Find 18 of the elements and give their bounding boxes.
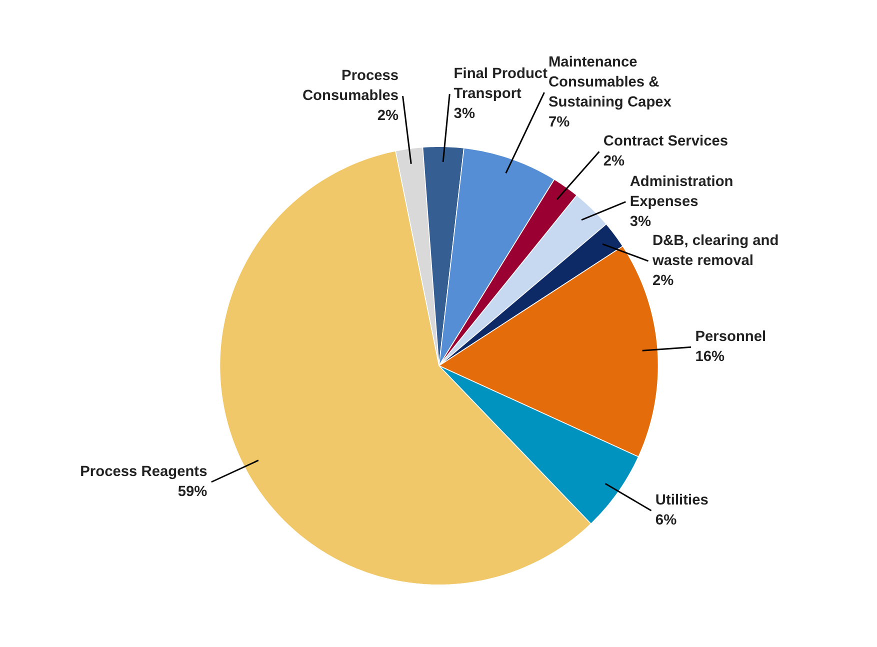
slice-label: Maintenance Consumables & Sustaining Capex (548, 54, 672, 110)
data-label: 6% (655, 512, 677, 529)
slice-label: Administration Expenses (630, 174, 734, 210)
slice-label: Final Product Transport (454, 66, 548, 102)
data-label: 7% (548, 114, 570, 130)
slice-label: Contract Services (603, 134, 728, 150)
slice-label: Process Consumables (302, 68, 399, 104)
data-label: 2% (377, 108, 399, 124)
data-label: 59% (178, 484, 208, 500)
slice-label: Personnel (695, 329, 766, 346)
slice-label: Process Reagents (80, 464, 208, 480)
data-label: 2% (652, 273, 674, 290)
data-label: 16% (695, 349, 725, 366)
data-label: 2% (603, 154, 625, 170)
data-label: 3% (630, 214, 652, 230)
slice-label: Utilities (655, 492, 708, 509)
data-label: 3% (454, 106, 475, 122)
slice-label: D&B, clearing and waste removal (651, 233, 779, 270)
